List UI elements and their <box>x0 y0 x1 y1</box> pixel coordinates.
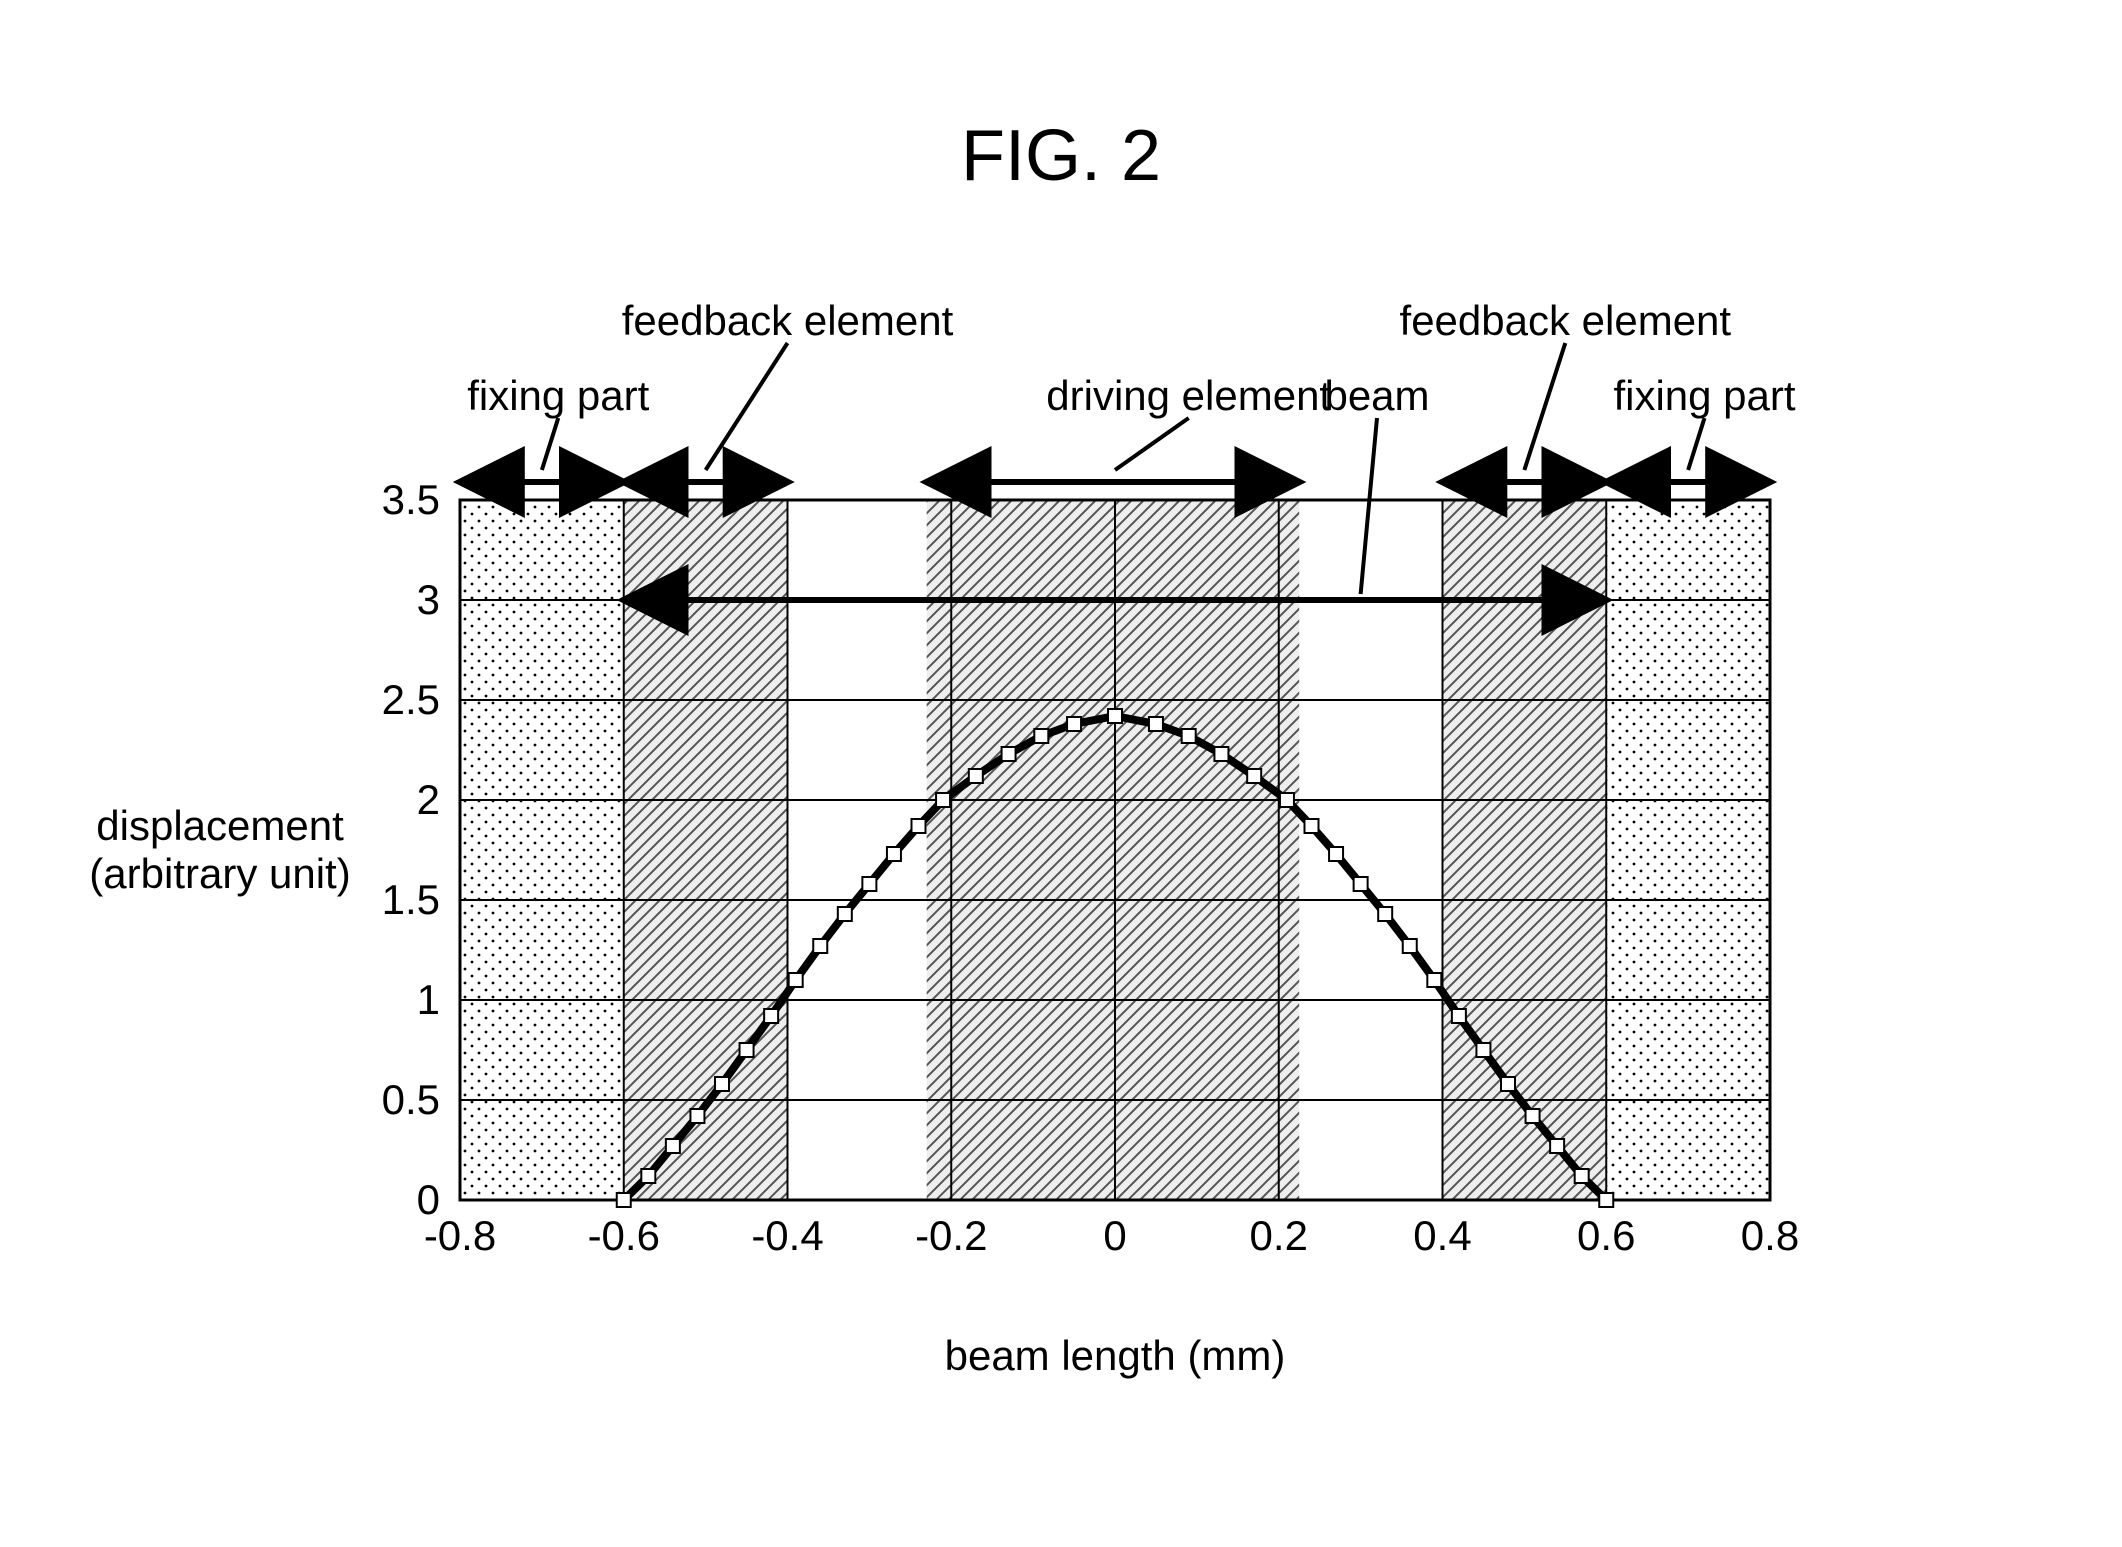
series-marker <box>1329 847 1343 861</box>
x-tick-label: 0 <box>1103 1212 1126 1259</box>
series-marker <box>1476 1043 1490 1057</box>
series-marker <box>1305 819 1319 833</box>
y-tick-label: 3.5 <box>382 476 440 523</box>
label-driving: driving element <box>1046 372 1331 419</box>
series-marker <box>1526 1109 1540 1123</box>
region-feedback-right <box>1443 500 1607 1200</box>
series-marker <box>715 1077 729 1091</box>
y-tick-label: 3 <box>417 576 440 623</box>
series-marker <box>1067 717 1081 731</box>
y-tick-label: 0 <box>417 1176 440 1223</box>
x-tick-label: 0.8 <box>1741 1212 1799 1259</box>
label-beam: beam <box>1324 372 1429 419</box>
x-tick-label: 0.2 <box>1250 1212 1308 1259</box>
series-marker <box>1403 939 1417 953</box>
series-marker <box>690 1109 704 1123</box>
label-feedback-right-leader <box>1524 343 1565 470</box>
series-marker <box>1501 1077 1515 1091</box>
label-fixing-right: fixing part <box>1613 372 1795 419</box>
label-driving-leader <box>1115 418 1189 470</box>
series-marker <box>641 1169 655 1183</box>
y-tick-label: 1 <box>417 976 440 1023</box>
series-marker <box>789 973 803 987</box>
series-marker <box>936 793 950 807</box>
x-tick-label: -0.4 <box>751 1212 823 1259</box>
series-marker <box>1247 769 1261 783</box>
label-fixing-right-leader <box>1688 418 1704 470</box>
x-tick-label: 0.6 <box>1577 1212 1635 1259</box>
y-tick-label: 1.5 <box>382 876 440 923</box>
y-tick-label: 0.5 <box>382 1076 440 1123</box>
series-marker <box>912 819 926 833</box>
label-feedback-right: feedback element <box>1400 297 1732 344</box>
x-tick-label: -0.2 <box>915 1212 987 1259</box>
figure-title: FIG. 2 <box>961 116 1161 196</box>
series-marker <box>969 769 983 783</box>
series-marker <box>1599 1193 1613 1207</box>
series-marker <box>1214 747 1228 761</box>
series-marker <box>1034 729 1048 743</box>
label-beam-leader <box>1361 418 1377 594</box>
region-fixing-right <box>1606 500 1770 1200</box>
series-marker <box>1378 907 1392 921</box>
x-tick-label: 0.4 <box>1413 1212 1471 1259</box>
series-marker <box>1182 729 1196 743</box>
label-fixing-left-leader <box>542 418 558 470</box>
series-marker <box>838 907 852 921</box>
series-marker <box>1550 1139 1564 1153</box>
y-tick-label: 2 <box>417 776 440 823</box>
series-marker <box>764 1009 778 1023</box>
series-marker <box>1280 793 1294 807</box>
region-fixing-left <box>460 500 624 1200</box>
series-marker <box>1149 717 1163 731</box>
label-feedback-left: feedback element <box>622 297 954 344</box>
page: FIG. 2-0.8-0.6-0.4-0.200.20.40.60.800.51… <box>0 0 2122 1547</box>
x-axis-label: beam length (mm) <box>945 1332 1286 1379</box>
series-marker <box>1354 877 1368 891</box>
y-axis-label: (arbitrary unit) <box>89 850 350 897</box>
series-marker <box>1427 973 1441 987</box>
region-driving <box>927 500 1300 1200</box>
x-tick-label: -0.6 <box>588 1212 660 1259</box>
series-marker <box>862 877 876 891</box>
series-marker <box>1002 747 1016 761</box>
series-marker <box>813 939 827 953</box>
label-feedback-left-leader <box>706 343 788 470</box>
series-marker <box>617 1193 631 1207</box>
label-fixing-left: fixing part <box>467 372 649 419</box>
figure-svg: FIG. 2-0.8-0.6-0.4-0.200.20.40.60.800.51… <box>0 0 2122 1547</box>
series-marker <box>666 1139 680 1153</box>
series-marker <box>1575 1169 1589 1183</box>
y-tick-label: 2.5 <box>382 676 440 723</box>
series-marker <box>1452 1009 1466 1023</box>
series-marker <box>887 847 901 861</box>
y-axis-label: displacement <box>96 802 344 849</box>
region-feedback-left <box>624 500 788 1200</box>
series-marker <box>1108 709 1122 723</box>
series-marker <box>740 1043 754 1057</box>
